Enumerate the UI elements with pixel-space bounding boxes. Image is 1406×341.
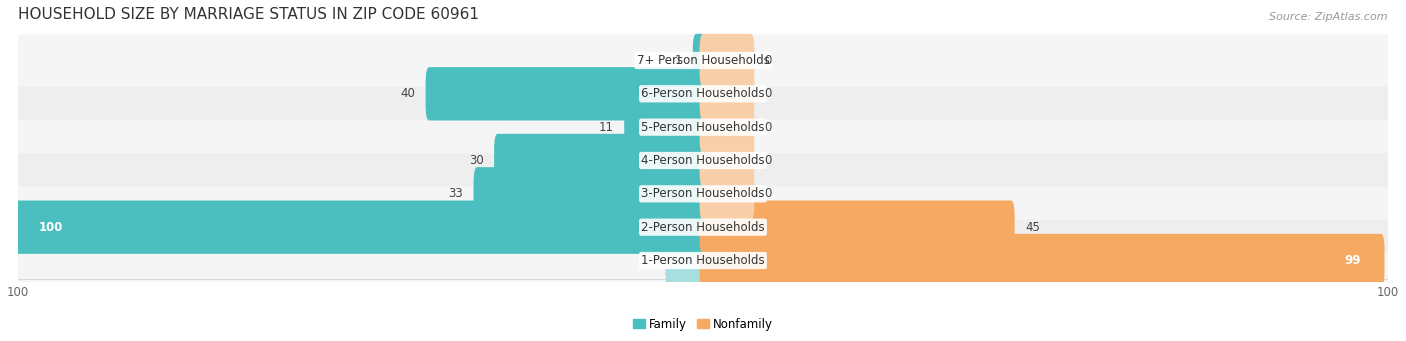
- Legend: Family, Nonfamily: Family, Nonfamily: [628, 313, 778, 335]
- FancyBboxPatch shape: [13, 101, 1393, 153]
- FancyBboxPatch shape: [13, 235, 1393, 286]
- Text: 30: 30: [470, 154, 484, 167]
- Text: Source: ZipAtlas.com: Source: ZipAtlas.com: [1270, 12, 1388, 22]
- Text: 5-Person Households: 5-Person Households: [641, 121, 765, 134]
- Text: 4-Person Households: 4-Person Households: [641, 154, 765, 167]
- FancyBboxPatch shape: [624, 101, 706, 154]
- Text: 0: 0: [765, 87, 772, 100]
- Text: 99: 99: [1344, 254, 1361, 267]
- Text: HOUSEHOLD SIZE BY MARRIAGE STATUS IN ZIP CODE 60961: HOUSEHOLD SIZE BY MARRIAGE STATUS IN ZIP…: [18, 7, 479, 22]
- Text: 33: 33: [449, 187, 463, 200]
- FancyBboxPatch shape: [426, 67, 706, 120]
- Text: 3-Person Households: 3-Person Households: [641, 187, 765, 200]
- Text: 6-Person Households: 6-Person Households: [641, 87, 765, 100]
- Text: 11: 11: [599, 121, 614, 134]
- Text: 1: 1: [675, 54, 682, 67]
- Text: 7+ Person Households: 7+ Person Households: [637, 54, 769, 67]
- Text: 1-Person Households: 1-Person Households: [641, 254, 765, 267]
- FancyBboxPatch shape: [13, 68, 1393, 120]
- FancyBboxPatch shape: [13, 201, 1393, 253]
- FancyBboxPatch shape: [494, 134, 706, 187]
- FancyBboxPatch shape: [700, 234, 1385, 287]
- FancyBboxPatch shape: [13, 168, 1393, 220]
- FancyBboxPatch shape: [700, 134, 755, 187]
- Text: 0: 0: [765, 154, 772, 167]
- Text: 100: 100: [38, 221, 63, 234]
- Text: 45: 45: [1025, 221, 1040, 234]
- FancyBboxPatch shape: [700, 167, 755, 221]
- FancyBboxPatch shape: [14, 201, 706, 254]
- Text: 0: 0: [765, 121, 772, 134]
- Text: 2-Person Households: 2-Person Households: [641, 221, 765, 234]
- FancyBboxPatch shape: [13, 134, 1393, 187]
- FancyBboxPatch shape: [700, 34, 755, 87]
- FancyBboxPatch shape: [665, 234, 706, 287]
- FancyBboxPatch shape: [474, 167, 706, 221]
- FancyBboxPatch shape: [700, 67, 755, 120]
- FancyBboxPatch shape: [700, 101, 755, 154]
- FancyBboxPatch shape: [693, 34, 706, 87]
- Text: 0: 0: [765, 187, 772, 200]
- FancyBboxPatch shape: [700, 201, 1015, 254]
- Text: 0: 0: [765, 54, 772, 67]
- Text: 40: 40: [401, 87, 415, 100]
- FancyBboxPatch shape: [13, 34, 1393, 87]
